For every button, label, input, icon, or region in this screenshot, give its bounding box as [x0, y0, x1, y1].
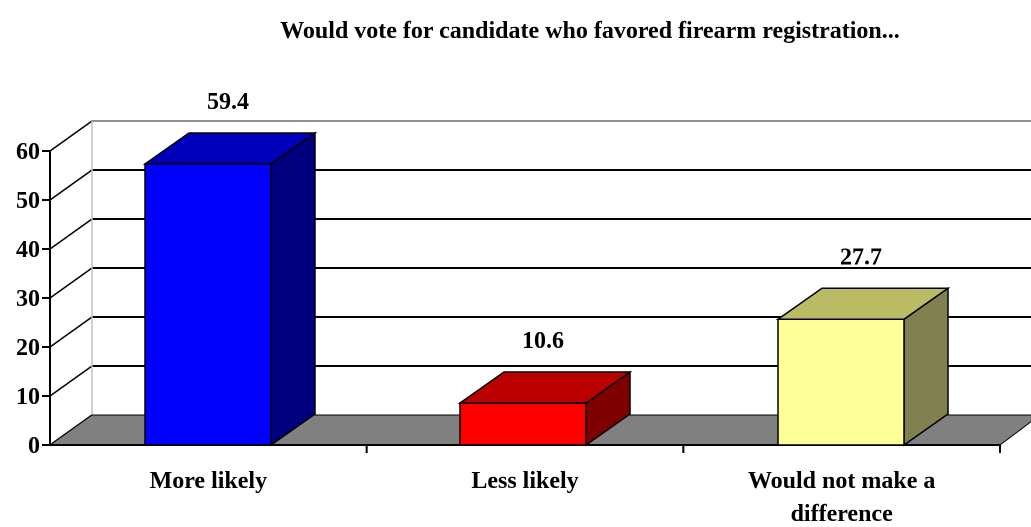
bar	[457, 370, 633, 447]
depth-line	[49, 169, 93, 201]
depth-line	[49, 218, 93, 250]
bars	[142, 131, 951, 447]
category-label-line: More likely	[150, 468, 268, 494]
category-label-line: Would not make a	[748, 468, 935, 494]
category-label: Would not make a difference	[748, 468, 935, 527]
bar-front	[144, 163, 272, 446]
data-label: 59.4	[207, 89, 249, 115]
y-tick-label: 40	[16, 237, 40, 263]
y-tick-label: 10	[16, 384, 40, 410]
data-label: 10.6	[522, 328, 564, 354]
category-label: More likely	[150, 468, 268, 494]
bar-side	[270, 131, 316, 447]
y-tick-label: 30	[16, 286, 40, 312]
y-tick-label: 60	[16, 139, 40, 165]
y-tick-label: 50	[16, 188, 40, 214]
category-label: Less likely	[471, 468, 578, 494]
bar-front	[777, 318, 905, 446]
depth-line	[49, 267, 93, 299]
labels: 0 10 20 30 40 50 60 59.4 10.6 27.7 More likely Less…	[16, 89, 935, 527]
chart-title: Would vote for candidate who favored fir…	[280, 18, 900, 44]
bar	[775, 286, 951, 447]
category-label-line: difference	[791, 501, 894, 527]
depth-line	[49, 365, 93, 397]
y-tick-label: 20	[16, 335, 40, 361]
category-label-line: Less likely	[471, 468, 578, 494]
depth-line	[49, 316, 93, 348]
bar	[142, 131, 318, 447]
data-label: 27.7	[840, 244, 882, 270]
y-tick-label: 0	[28, 433, 40, 459]
depth-line	[49, 120, 93, 152]
bar-front	[459, 402, 587, 446]
